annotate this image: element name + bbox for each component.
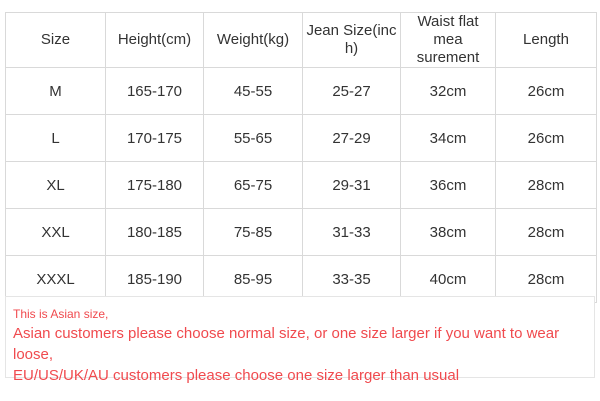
column-header-weight: Weight(kg)	[203, 12, 303, 68]
cell-size: L	[5, 114, 106, 162]
cell-length: 26cm	[495, 67, 597, 115]
cell-weight: 75-85	[203, 208, 303, 256]
note-line-asian-size: This is Asian size,	[13, 307, 109, 321]
cell-size: M	[5, 67, 106, 115]
cell-length: 28cm	[495, 208, 597, 256]
cell-jean-size: 25-27	[302, 67, 401, 115]
note-line-eu-customers: EU/US/UK/AU customers please choose one …	[13, 367, 460, 384]
table-header-row: Size Height(cm) Weight(kg) Jean Size(inc…	[5, 12, 597, 68]
header-label-line-2: h)	[344, 40, 359, 57]
cell-waist: 38cm	[400, 208, 496, 256]
cell-size: XXL	[5, 208, 106, 256]
cell-waist: 34cm	[400, 114, 496, 162]
size-note-box: This is Asian size, Asian customers plea…	[5, 296, 595, 384]
cell-jean-size: 33-35	[302, 255, 401, 303]
header-label: Height(cm)	[117, 31, 192, 48]
column-header-waist: Waist flat mea surement	[400, 12, 496, 68]
cell-height: 175-180	[105, 161, 204, 209]
cell-height: 180-185	[105, 208, 204, 256]
table-row-xl: XL 175-180 65-75 29-31 36cm 28cm	[5, 161, 597, 209]
cell-jean-size: 27-29	[302, 114, 401, 162]
header-label: Weight(kg)	[216, 31, 290, 48]
cell-jean-size: 31-33	[302, 208, 401, 256]
cell-size: XL	[5, 161, 106, 209]
header-label: Length	[523, 31, 569, 48]
cell-length: 28cm	[495, 255, 597, 303]
table-row-xxl: XXL 180-185 75-85 31-33 38cm 28cm	[5, 208, 597, 256]
column-header-length: Length	[495, 12, 597, 68]
column-header-size: Size	[5, 12, 106, 68]
cell-size: XXXL	[5, 255, 106, 303]
cell-length: 26cm	[495, 114, 597, 162]
size-chart-table: Size Height(cm) Weight(kg) Jean Size(inc…	[5, 12, 597, 303]
table-row-l: L 170-175 55-65 27-29 34cm 26cm	[5, 114, 597, 162]
header-label-line-1: Waist flat mea	[417, 13, 479, 49]
cell-weight: 65-75	[203, 161, 303, 209]
column-header-height: Height(cm)	[105, 12, 204, 68]
header-label-line-1: Jean Size(inc	[306, 22, 397, 39]
header-label-line-2: surement	[416, 49, 480, 66]
cell-height: 185-190	[105, 255, 204, 303]
cell-weight: 45-55	[203, 67, 303, 115]
column-header-jean-size: Jean Size(inc h)	[302, 12, 401, 68]
cell-height: 165-170	[105, 67, 204, 115]
note-line-asian-customers: Asian customers please choose normal siz…	[13, 325, 560, 363]
cell-waist: 36cm	[400, 161, 496, 209]
cell-weight: 55-65	[203, 114, 303, 162]
cell-waist: 32cm	[400, 67, 496, 115]
header-label: Size	[40, 31, 71, 48]
cell-length: 28cm	[495, 161, 597, 209]
cell-jean-size: 29-31	[302, 161, 401, 209]
table-row-m: M 165-170 45-55 25-27 32cm 26cm	[5, 67, 597, 115]
cell-height: 170-175	[105, 114, 204, 162]
table-row-xxxl: XXXL 185-190 85-95 33-35 40cm 28cm	[5, 255, 597, 303]
